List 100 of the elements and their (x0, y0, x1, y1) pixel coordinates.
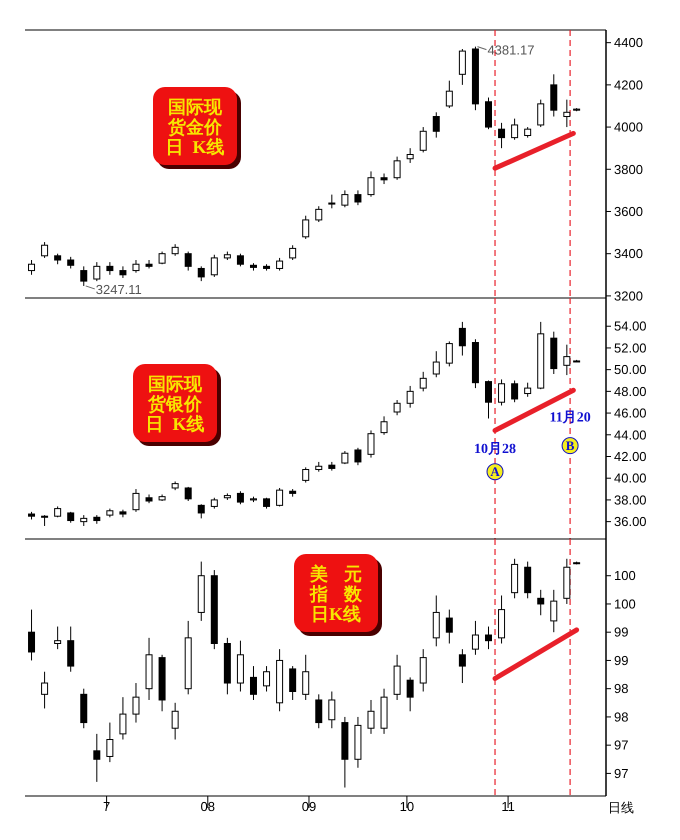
x-tick-label: 11 (501, 799, 515, 814)
candlestick (132, 260, 140, 274)
y-tick-label: 38.00 (614, 492, 647, 508)
candlestick (458, 48, 466, 86)
y-tick-label: 4200 (614, 77, 643, 92)
y-tick-label: 100 (614, 568, 636, 584)
candlestick (236, 490, 244, 505)
candlestick (158, 251, 166, 265)
y-tick-label: 42.00 (614, 448, 647, 464)
candlestick (328, 194, 336, 209)
candlestick (41, 671, 48, 709)
candlestick (354, 190, 362, 206)
candlestick (28, 609, 36, 661)
candlestick (420, 126, 427, 153)
candlestick (354, 447, 362, 466)
candlestick (172, 702, 179, 740)
candlestick (41, 242, 48, 258)
x-tick-label: 09 (302, 799, 316, 814)
candlestick (394, 156, 401, 180)
candlestick (263, 497, 270, 510)
annotation: 3247.11 (96, 282, 142, 297)
candlestick (432, 350, 440, 378)
candlestick (41, 514, 48, 526)
candlestick (406, 385, 414, 408)
candlestick (406, 676, 414, 712)
candlestick (458, 321, 466, 356)
candlestick (54, 626, 62, 650)
candlestick (341, 450, 348, 465)
candlestick (406, 148, 414, 164)
candlestick (289, 666, 296, 700)
candlestick (524, 382, 532, 398)
y-tick-label: 4000 (614, 120, 643, 135)
candlestick (302, 215, 310, 240)
candlestick (210, 497, 218, 510)
y-tick-label: 48.00 (614, 384, 647, 399)
candlestick (484, 380, 492, 419)
annotation: 4381.17 (487, 42, 534, 58)
candlestick (67, 256, 74, 269)
candlestick (563, 344, 570, 376)
candlestick (119, 696, 126, 740)
annotation: 美元指数日K线 (309, 564, 378, 624)
candlestick (106, 722, 114, 763)
candlestick (184, 251, 192, 272)
annotation: 国际现货金价日 K线 (165, 97, 225, 157)
candlestick (458, 648, 466, 684)
candlestick (184, 486, 192, 502)
candlestick (93, 733, 100, 782)
candlestick (328, 691, 336, 729)
candlestick (93, 262, 100, 282)
candlestick (54, 506, 62, 518)
y-tick-label: 46.00 (614, 406, 647, 421)
x-tick-label: 10 (400, 799, 414, 814)
candlestick (198, 504, 205, 519)
candlestick (210, 254, 218, 278)
candlestick (498, 378, 506, 406)
annotation: B (566, 438, 575, 454)
candlestick (276, 487, 284, 507)
x-tick-label: 08 (200, 799, 216, 814)
annotation: 11月20 (549, 410, 591, 426)
candlestick (315, 206, 322, 223)
y-tick-label: 52.00 (614, 340, 647, 356)
candlestick (367, 699, 374, 734)
y-tick-label: 3600 (614, 204, 643, 219)
candlestick (472, 620, 479, 656)
candlestick (484, 626, 492, 650)
candlestick (446, 80, 453, 109)
annotation: A (490, 464, 500, 480)
text: 日线 (608, 800, 634, 815)
y-tick-label: 97 (614, 738, 628, 753)
y-tick-label: 44.00 (614, 427, 647, 442)
annotation: 国际现货银价日 K线 (145, 374, 205, 434)
y-tick-label: 3400 (614, 246, 643, 262)
candlestick (80, 266, 88, 286)
candlestick (341, 190, 348, 208)
candlestick (446, 609, 453, 644)
y-tick-label: 36.00 (614, 514, 647, 530)
y-tick-label: 50.00 (614, 362, 647, 378)
candlestick (289, 244, 296, 261)
candlestick (367, 170, 374, 198)
candlestick (132, 488, 140, 512)
y-tick-label: 3200 (614, 288, 643, 304)
candlestick (498, 122, 506, 149)
candlestick (132, 682, 140, 724)
candlestick (563, 99, 570, 128)
y-tick-label: 4400 (614, 35, 643, 50)
candlestick (394, 400, 401, 416)
candlestick (172, 244, 179, 256)
candlestick (537, 99, 544, 128)
y-tick-label: 3800 (614, 162, 643, 177)
candlestick (250, 666, 257, 700)
candlestick (511, 118, 518, 140)
y-tick-label: 98 (614, 709, 628, 724)
candlestick (198, 266, 205, 282)
candlestick (367, 430, 374, 458)
candlestick (524, 126, 532, 138)
candlestick (315, 461, 322, 472)
candlestick (432, 112, 440, 138)
y-tick-label: 99 (614, 652, 628, 668)
candlestick (302, 654, 310, 700)
candlestick (315, 694, 322, 729)
